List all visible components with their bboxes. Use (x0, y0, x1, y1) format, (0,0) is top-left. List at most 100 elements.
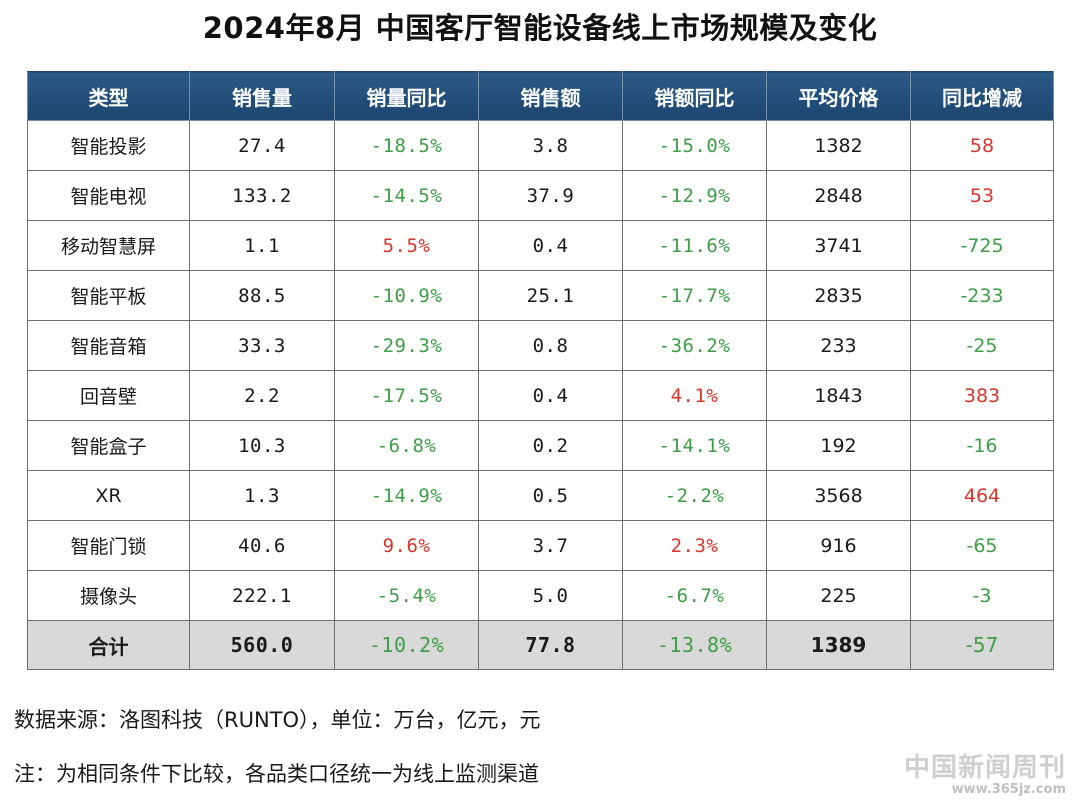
cell-sales-volume: 1.3 (189, 470, 335, 521)
table-row: 移动智慧屏 1.1 5.5% 0.4 -11.6% 3741 -725 (27, 220, 1054, 271)
cell-price-change: -3 (910, 570, 1054, 621)
cell-type: 合计 (27, 620, 190, 670)
table-row: XR 1.3 -14.9% 0.5 -2.2% 3568 464 (27, 470, 1054, 521)
cell-average-price: 233 (766, 320, 911, 371)
cell-volume-yoy: -17.5% (334, 370, 479, 421)
header-sales-amount: 销售额 (478, 71, 623, 121)
cell-type: 智能盒子 (27, 420, 190, 471)
cell-average-price: 225 (766, 570, 911, 621)
cell-sales-amount: 0.4 (478, 220, 623, 271)
header-type: 类型 (27, 71, 190, 121)
cell-sales-amount: 25.1 (478, 270, 623, 321)
cell-average-price: 1382 (766, 120, 911, 171)
cell-amount-yoy: -13.8% (622, 620, 767, 670)
cell-type: 智能平板 (27, 270, 190, 321)
header-price-change: 同比增减 (910, 71, 1054, 121)
cell-average-price: 1389 (766, 620, 911, 670)
cell-volume-yoy: -6.8% (334, 420, 479, 471)
cell-sales-amount: 77.8 (478, 620, 623, 670)
table-row: 智能门锁 40.6 9.6% 3.7 2.3% 916 -65 (27, 520, 1054, 571)
cell-sales-amount: 0.5 (478, 470, 623, 521)
cell-sales-amount: 0.4 (478, 370, 623, 421)
cell-sales-amount: 0.2 (478, 420, 623, 471)
cell-volume-yoy: -10.2% (334, 620, 479, 670)
cell-price-change: -725 (910, 220, 1054, 271)
cell-sales-amount: 3.8 (478, 120, 623, 171)
cell-sales-volume: 33.3 (189, 320, 335, 371)
cell-sales-volume: 40.6 (189, 520, 335, 571)
total-row: 合计 560.0 -10.2% 77.8 -13.8% 1389 -57 (27, 620, 1054, 670)
cell-amount-yoy: 2.3% (622, 520, 767, 571)
cell-volume-yoy: 9.6% (334, 520, 479, 571)
table-row: 智能平板 88.5 -10.9% 25.1 -17.7% 2835 -233 (27, 270, 1054, 321)
cell-price-change: 58 (910, 120, 1054, 171)
cell-price-change: -65 (910, 520, 1054, 571)
cell-average-price: 1843 (766, 370, 911, 421)
cell-price-change: 383 (910, 370, 1054, 421)
cell-amount-yoy: -14.1% (622, 420, 767, 471)
cell-sales-volume: 1.1 (189, 220, 335, 271)
header-sales-volume: 销售量 (189, 71, 335, 121)
cell-amount-yoy: -36.2% (622, 320, 767, 371)
cell-type: 移动智慧屏 (27, 220, 190, 271)
cell-sales-volume: 133.2 (189, 170, 335, 221)
cell-amount-yoy: -11.6% (622, 220, 767, 271)
table-row: 智能电视 133.2 -14.5% 37.9 -12.9% 2848 53 (27, 170, 1054, 221)
cell-average-price: 2848 (766, 170, 911, 221)
cell-type: 智能门锁 (27, 520, 190, 571)
cell-type: 摄像头 (27, 570, 190, 621)
cell-volume-yoy: -14.9% (334, 470, 479, 521)
cell-volume-yoy: -29.3% (334, 320, 479, 371)
cell-price-change: -57 (910, 620, 1054, 670)
cell-volume-yoy: 5.5% (334, 220, 479, 271)
source-note: 数据来源：洛图科技（RUNTO），单位：万台，亿元，元 (14, 708, 541, 732)
cell-price-change: -25 (910, 320, 1054, 371)
cell-amount-yoy: -12.9% (622, 170, 767, 221)
table-body: 智能投影 27.4 -18.5% 3.8 -15.0% 1382 58 智能电视 133.2 -1… (27, 120, 1054, 670)
watermark-site: www.365jz.com (951, 782, 1066, 797)
cell-type: 智能电视 (27, 170, 190, 221)
cell-sales-volume: 88.5 (189, 270, 335, 321)
cell-sales-amount: 37.9 (478, 170, 623, 221)
header-amount-yoy: 销额同比 (622, 71, 767, 121)
page-title: 2024年8月 中国客厅智能设备线上市场规模及变化 (202, 11, 878, 45)
cell-amount-yoy: -15.0% (622, 120, 767, 171)
cell-sales-amount: 5.0 (478, 570, 623, 621)
cell-price-change: 464 (910, 470, 1054, 521)
table-row: 回音壁 2.2 -17.5% 0.4 4.1% 1843 383 (27, 370, 1054, 421)
cell-type: 回音壁 (27, 370, 190, 421)
cell-amount-yoy: -6.7% (622, 570, 767, 621)
table-row: 摄像头 222.1 -5.4% 5.0 -6.7% 225 -3 (27, 570, 1054, 621)
cell-sales-amount: 3.7 (478, 520, 623, 571)
header-volume-yoy: 销量同比 (334, 71, 479, 121)
cell-volume-yoy: -14.5% (334, 170, 479, 221)
cell-price-change: 53 (910, 170, 1054, 221)
cell-volume-yoy: -18.5% (334, 120, 479, 171)
watermark-text: 中国新闻周刊 (903, 753, 1066, 783)
cell-amount-yoy: -2.2% (622, 470, 767, 521)
cell-average-price: 2835 (766, 270, 911, 321)
table-row: 智能音箱 33.3 -29.3% 0.8 -36.2% 233 -25 (27, 320, 1054, 371)
cell-sales-volume: 222.1 (189, 570, 335, 621)
table-header-row: 类型 销售量 销量同比 销售额 销额同比 平均价格 同比增减 (27, 71, 1054, 121)
cell-amount-yoy: -17.7% (622, 270, 767, 321)
table-row: 智能盒子 10.3 -6.8% 0.2 -14.1% 192 -16 (27, 420, 1054, 471)
cell-price-change: -16 (910, 420, 1054, 471)
watermark: 中国新闻周刊 www.365jz.com (904, 755, 1066, 796)
market-data-table: 类型 销售量 销量同比 销售额 销额同比 平均价格 同比增减 智能投影 27.4-… (27, 71, 1054, 670)
remark-note: 注：为相同条件下比较，各品类口径统一为线上监测渠道 (14, 762, 539, 786)
table-row: 智能投影 27.4 -18.5% 3.8 -15.0% 1382 58 (27, 120, 1054, 171)
header-average-price: 平均价格 (766, 71, 911, 121)
cell-sales-volume: 560.0 (189, 620, 335, 670)
cell-type: 智能音箱 (27, 320, 190, 371)
cell-volume-yoy: -5.4% (334, 570, 479, 621)
cell-volume-yoy: -10.9% (334, 270, 479, 321)
cell-sales-amount: 0.8 (478, 320, 623, 371)
cell-average-price: 3568 (766, 470, 911, 521)
cell-sales-volume: 2.2 (189, 370, 335, 421)
cell-type: 智能投影 (27, 120, 190, 171)
cell-amount-yoy: 4.1% (622, 370, 767, 421)
cell-average-price: 916 (766, 520, 911, 571)
cell-average-price: 3741 (766, 220, 911, 271)
cell-type: XR (27, 470, 190, 521)
